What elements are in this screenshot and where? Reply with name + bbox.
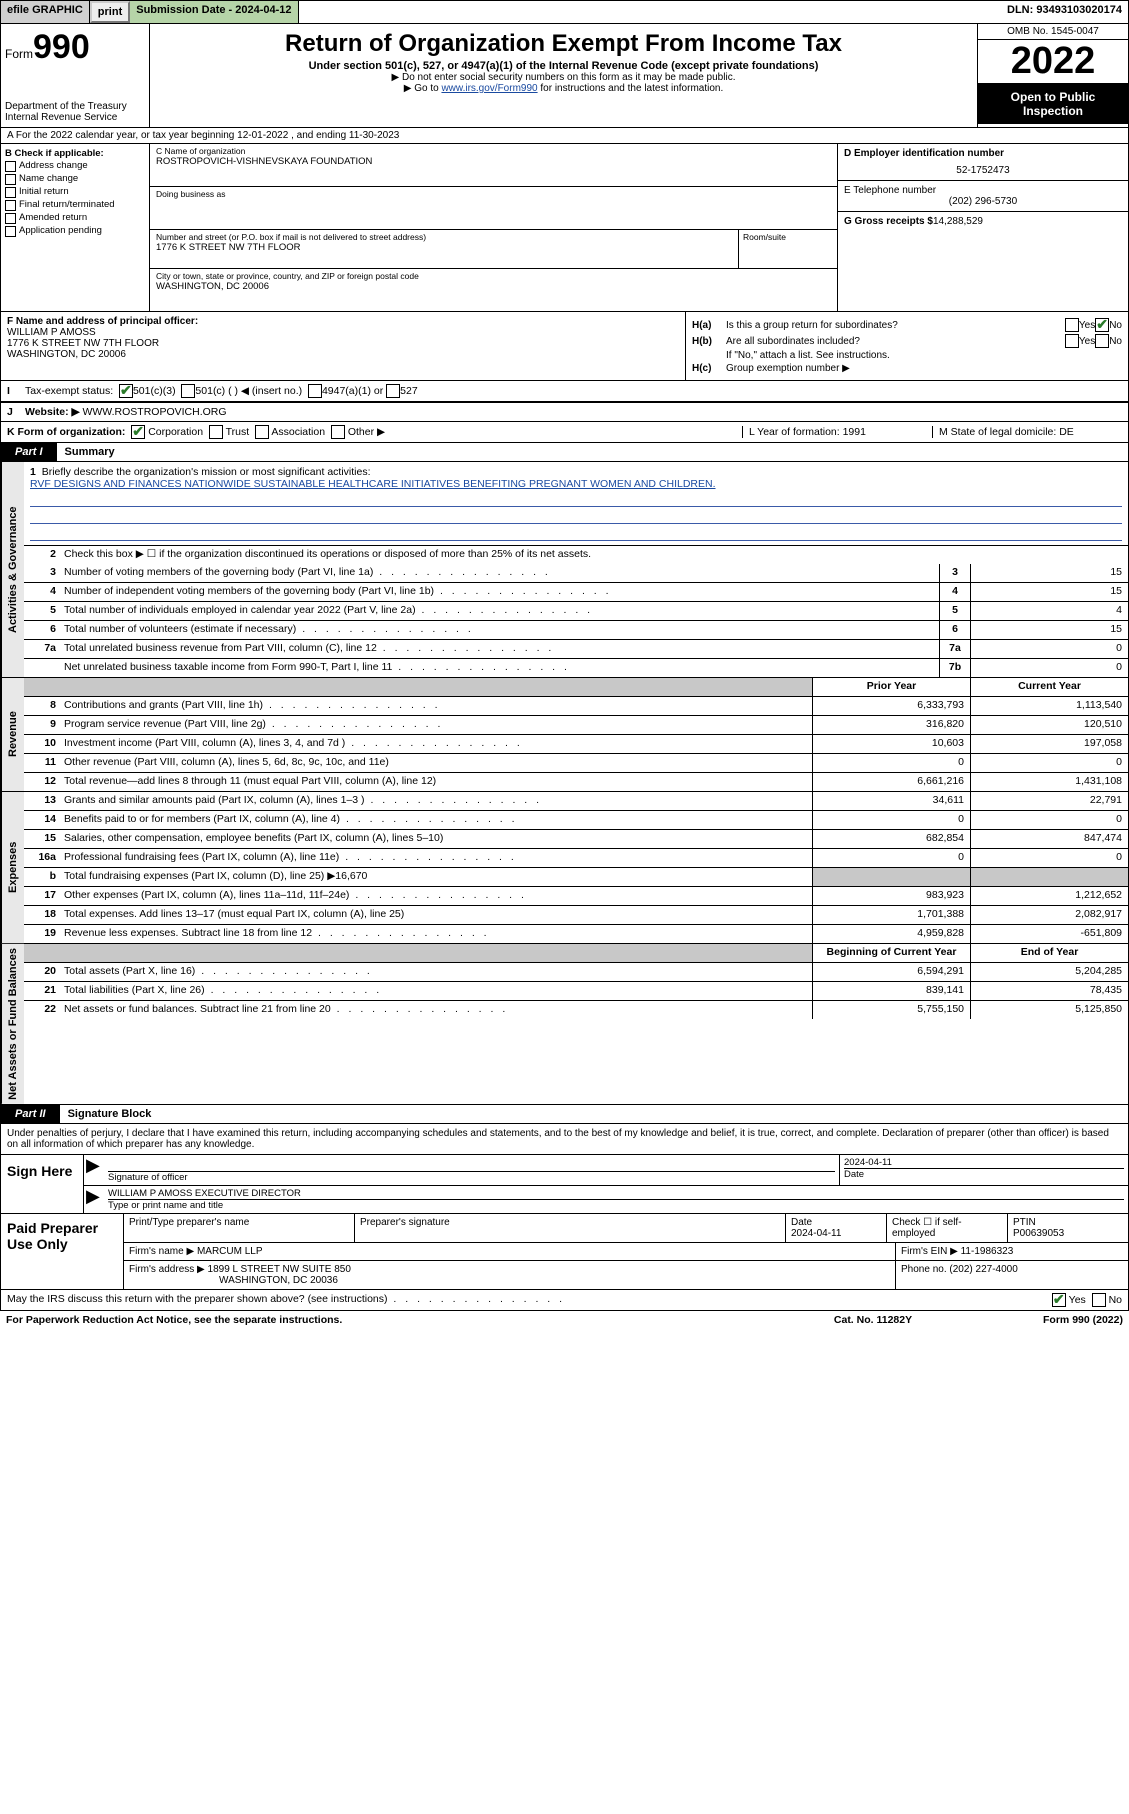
checkbox-address-change[interactable]: [5, 161, 16, 172]
checkbox-corp[interactable]: [131, 425, 145, 439]
tab-expenses: Expenses: [1, 792, 24, 943]
state-domicile: M State of legal domicile: DE: [932, 426, 1122, 438]
signature-intro: Under penalties of perjury, I declare th…: [0, 1124, 1129, 1154]
checkbox-trust[interactable]: [209, 425, 223, 439]
checkbox-501c3[interactable]: [119, 384, 133, 398]
ptin: P00639053: [1013, 1228, 1123, 1239]
firm-name: MARCUM LLP: [197, 1246, 263, 1257]
checkbox-527[interactable]: [386, 384, 400, 398]
checkbox-other[interactable]: [331, 425, 345, 439]
checkbox-application-pending[interactable]: [5, 226, 16, 237]
firm-ein: 11-1986323: [961, 1246, 1014, 1257]
rev-8p: 6,333,793: [812, 697, 970, 715]
dln-label: DLN: 93493103020174: [1001, 1, 1128, 23]
checkbox-hb-no[interactable]: [1095, 334, 1109, 348]
suite-label: Room/suite: [739, 230, 837, 268]
public-inspection: Open to Public Inspection: [978, 84, 1128, 124]
firm-phone: (202) 227-4000: [949, 1264, 1017, 1275]
irs-label: Internal Revenue Service: [5, 112, 145, 123]
val-7a: 0: [970, 640, 1128, 658]
org-name: ROSTROPOVICH-VISHNEVSKAYA FOUNDATION: [156, 156, 831, 167]
checkbox-initial-return[interactable]: [5, 187, 16, 198]
street: 1776 K STREET NW 7TH FLOOR: [156, 242, 732, 253]
checkbox-name-change[interactable]: [5, 174, 16, 185]
efile-label: efile GRAPHIC: [1, 1, 90, 23]
tab-net-assets: Net Assets or Fund Balances: [1, 944, 24, 1104]
tax-year: 2022: [978, 40, 1128, 84]
checkbox-ha-yes[interactable]: [1065, 318, 1079, 332]
subtitle-2: ▶ Do not enter social security numbers o…: [156, 72, 971, 83]
checkbox-hb-yes[interactable]: [1065, 334, 1079, 348]
checkbox-discuss-no[interactable]: [1092, 1293, 1106, 1307]
checkbox-4947[interactable]: [308, 384, 322, 398]
omb-number: OMB No. 1545-0047: [978, 24, 1128, 40]
arrow-icon: ▶: [84, 1186, 104, 1213]
sign-here-block: Sign Here ▶ Signature of officer 2024-04…: [0, 1154, 1129, 1214]
row-k-form-org: K Form of organization: Corporation Trus…: [0, 422, 1129, 443]
tab-governance: Activities & Governance: [1, 462, 24, 677]
year-formation: L Year of formation: 1991: [742, 426, 932, 438]
print-button[interactable]: print: [90, 1, 130, 23]
col-b-checkboxes: B Check if applicable: Address change Na…: [1, 144, 150, 311]
subtitle-3: ▶ Go to www.irs.gov/Form990 for instruct…: [156, 83, 971, 94]
line-a: A For the 2022 calendar year, or tax yea…: [0, 128, 1129, 144]
city: WASHINGTON, DC 20006: [156, 281, 831, 292]
form-header: Form990 Department of the Treasury Inter…: [0, 24, 1129, 128]
sign-date: 2024-04-11: [844, 1157, 1124, 1168]
rev-8c: 1,113,540: [970, 697, 1128, 715]
footer-note: For Paperwork Reduction Act Notice, see …: [0, 1311, 1129, 1329]
checkbox-assoc[interactable]: [255, 425, 269, 439]
block-fh: F Name and address of principal officer:…: [0, 312, 1129, 380]
col-c-org: C Name of organization ROSTROPOVICH-VISH…: [150, 144, 838, 311]
ein: 52-1752473: [844, 165, 1122, 176]
checkbox-ha-no[interactable]: [1095, 318, 1109, 332]
checkbox-501c[interactable]: [181, 384, 195, 398]
website: WWW.ROSTROPOVICH.ORG: [82, 406, 226, 418]
irs-discuss-row: May the IRS discuss this return with the…: [0, 1290, 1129, 1311]
part-ii-header: Part II Signature Block: [0, 1105, 1129, 1124]
section-revenue: Revenue Prior YearCurrent Year 8Contribu…: [0, 678, 1129, 792]
val-4: 15: [970, 583, 1128, 601]
row-i-tax-status: I Tax-exempt status: 501(c)(3) 501(c) ( …: [0, 380, 1129, 402]
form-title: Return of Organization Exempt From Incom…: [156, 30, 971, 58]
top-bar: efile GRAPHIC print Submission Date - 20…: [0, 0, 1129, 24]
checkbox-final-return[interactable]: [5, 200, 16, 211]
officer-name: WILLIAM P AMOSS: [7, 327, 96, 338]
val-5: 4: [970, 602, 1128, 620]
gross-receipts: 14,288,529: [933, 216, 983, 227]
val-6: 15: [970, 621, 1128, 639]
submission-date: Submission Date - 2024-04-12: [130, 1, 298, 23]
officer-print-name: WILLIAM P AMOSS EXECUTIVE DIRECTOR: [108, 1188, 1124, 1199]
paid-preparer-block: Paid Preparer Use Only Print/Type prepar…: [0, 1214, 1129, 1290]
row-j-website: J Website: ▶ WWW.ROSTROPOVICH.ORG: [0, 402, 1129, 422]
dept-label: Department of the Treasury: [5, 101, 145, 112]
section-governance: Activities & Governance 1 Briefly descri…: [0, 462, 1129, 678]
tab-revenue: Revenue: [1, 678, 24, 791]
phone: (202) 296-5730: [844, 196, 1122, 207]
section-expenses: Expenses 13Grants and similar amounts pa…: [0, 792, 1129, 944]
checkbox-amended[interactable]: [5, 213, 16, 224]
val-3: 15: [970, 564, 1128, 582]
block-bcd: B Check if applicable: Address change Na…: [0, 144, 1129, 312]
subtitle-1: Under section 501(c), 527, or 4947(a)(1)…: [156, 60, 971, 72]
part-i-header: Part I Summary: [0, 443, 1129, 462]
col-d: D Employer identification number 52-1752…: [838, 144, 1128, 311]
section-net-assets: Net Assets or Fund Balances Beginning of…: [0, 944, 1129, 1105]
checkbox-discuss-yes[interactable]: [1052, 1293, 1066, 1307]
form-number: Form990: [5, 28, 145, 67]
mission-text[interactable]: RVF DESIGNS AND FINANCES NATIONWIDE SUST…: [30, 478, 716, 490]
arrow-icon: ▶: [84, 1155, 104, 1185]
irs-link[interactable]: www.irs.gov/Form990: [441, 83, 537, 94]
val-7b: 0: [970, 659, 1128, 677]
